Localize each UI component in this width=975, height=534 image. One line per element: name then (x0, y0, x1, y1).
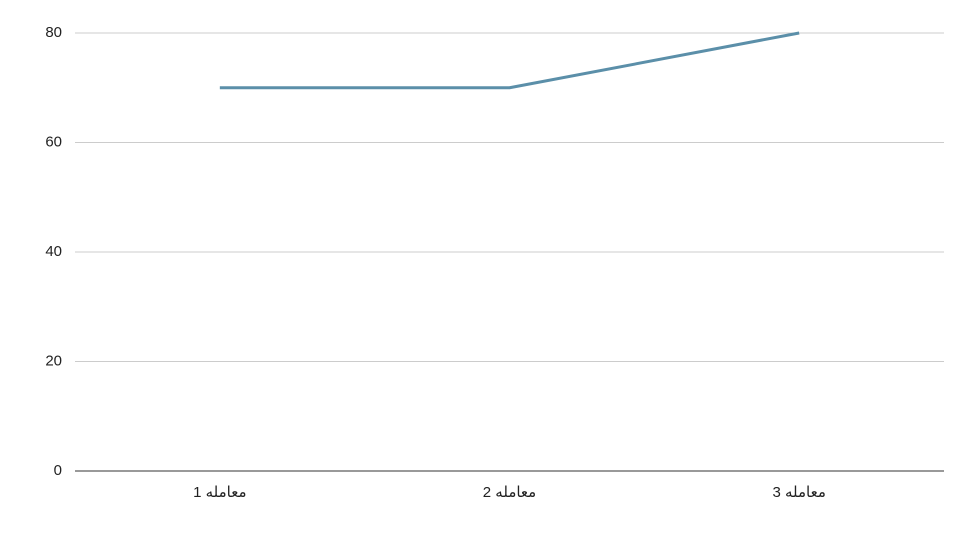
y-tick-label: 60 (45, 133, 62, 150)
x-tick-label: معامله 3 (772, 484, 825, 501)
y-tick-label: 20 (45, 352, 62, 369)
x-tick-label: معامله 1 (193, 484, 246, 501)
y-tick-label: 80 (45, 24, 62, 41)
y-tick-label: 0 (54, 462, 62, 479)
line-series (219, 31, 800, 90)
x-tick-label: معامله 2 (483, 484, 536, 501)
y-tick-label: 40 (45, 243, 62, 260)
